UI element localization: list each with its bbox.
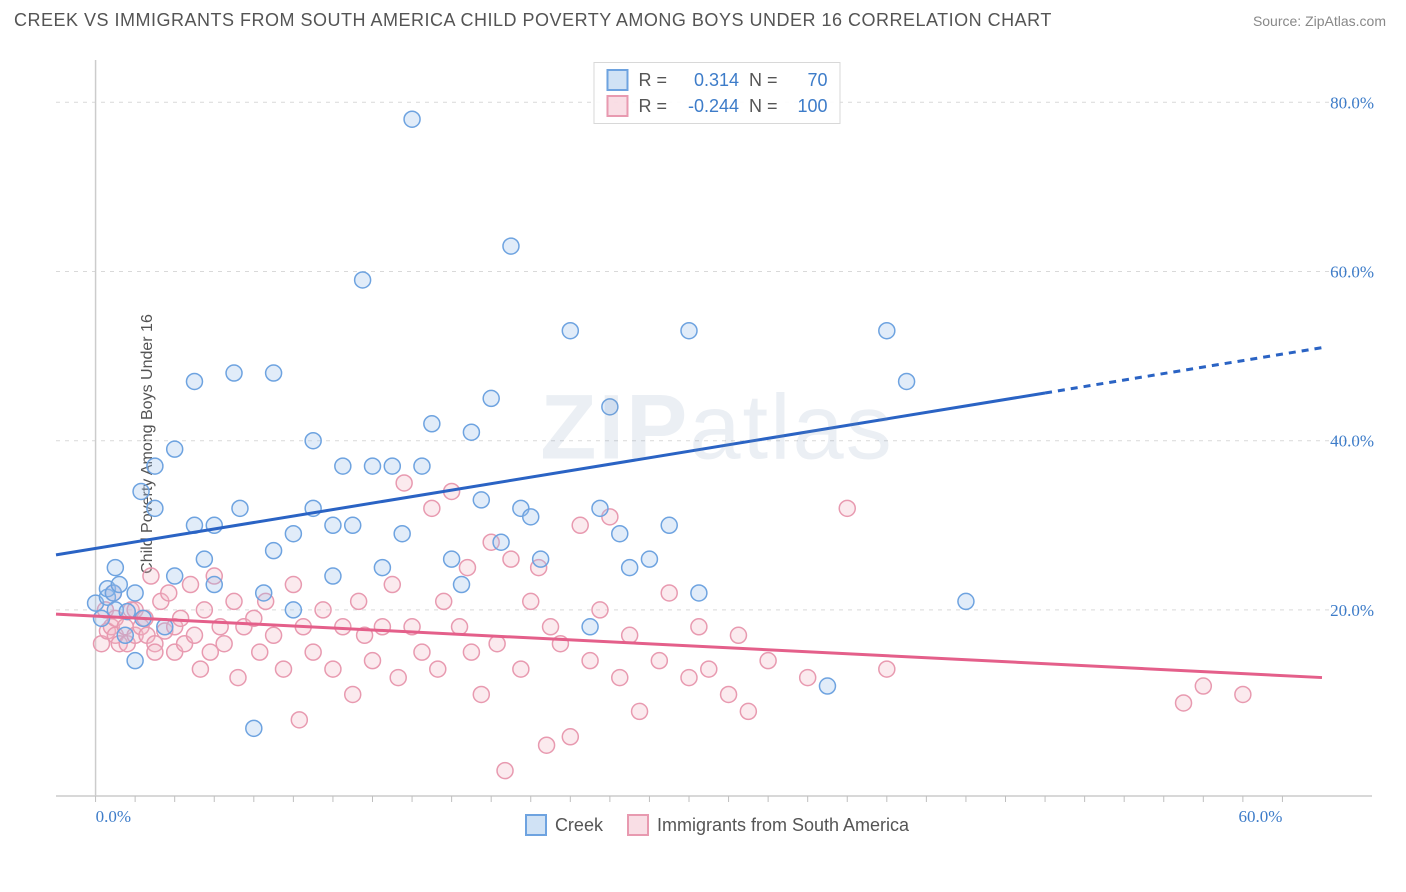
svg-text:20.0%: 20.0%: [1330, 601, 1374, 620]
svg-text:80.0%: 80.0%: [1330, 93, 1374, 112]
scatter-plot: 0.0%60.0%20.0%40.0%60.0%80.0%: [52, 56, 1382, 832]
legend-item-creek: Creek: [525, 814, 603, 836]
r-value-immigrants: -0.244: [677, 93, 739, 119]
n-value-creek: 70: [788, 67, 828, 93]
stats-row-creek: R = 0.314 N = 70: [606, 67, 827, 93]
stats-legend: R = 0.314 N = 70 R = -0.244 N = 100: [593, 62, 840, 124]
swatch-creek: [606, 69, 628, 91]
svg-text:60.0%: 60.0%: [1330, 262, 1374, 281]
chart-area: Child Poverty Among Boys Under 16 0.0%60…: [52, 56, 1382, 832]
chart-title: CREEK VS IMMIGRANTS FROM SOUTH AMERICA C…: [14, 10, 1052, 31]
swatch-immigrants: [606, 95, 628, 117]
svg-text:40.0%: 40.0%: [1330, 432, 1374, 451]
swatch-creek: [525, 814, 547, 836]
swatch-immigrants: [627, 814, 649, 836]
legend-label-creek: Creek: [555, 815, 603, 836]
legend-label-immigrants: Immigrants from South America: [657, 815, 909, 836]
stats-row-immigrants: R = -0.244 N = 100: [606, 93, 827, 119]
legend-item-immigrants: Immigrants from South America: [627, 814, 909, 836]
bottom-legend: Creek Immigrants from South America: [52, 814, 1382, 836]
n-value-immigrants: 100: [788, 93, 828, 119]
r-value-creek: 0.314: [677, 67, 739, 93]
source-attribution: Source: ZipAtlas.com: [1253, 13, 1386, 29]
